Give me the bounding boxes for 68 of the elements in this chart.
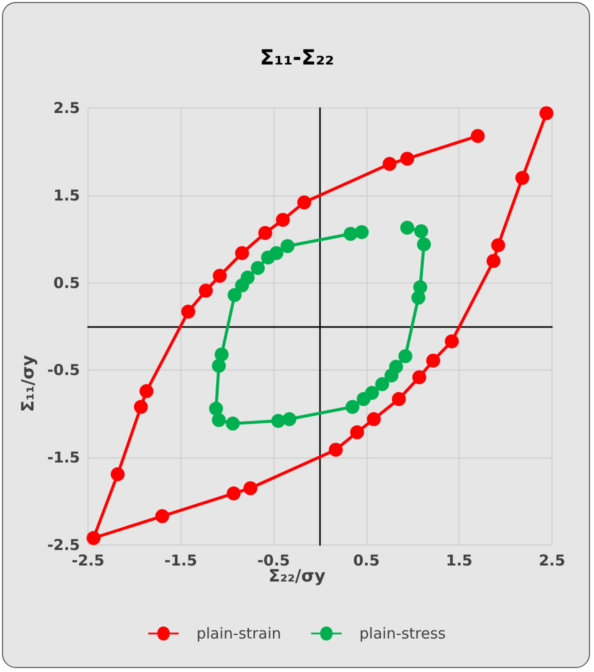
point	[181, 304, 196, 319]
point	[491, 238, 506, 252]
x-tick-label: 2.5	[538, 552, 566, 570]
point	[384, 368, 398, 382]
y-tick-label: 1.5	[53, 186, 80, 204]
point	[411, 290, 426, 305]
point	[470, 128, 485, 143]
point	[412, 370, 426, 384]
point	[280, 239, 295, 254]
point	[212, 268, 227, 283]
point	[392, 392, 406, 406]
x-tick-label: 1.5	[446, 552, 472, 570]
y-tick-label: -1.5	[47, 448, 80, 467]
point	[366, 412, 381, 426]
point	[212, 358, 226, 373]
point	[297, 195, 312, 210]
point	[155, 509, 170, 524]
point	[243, 481, 258, 496]
point	[198, 284, 213, 298]
point	[212, 413, 226, 428]
y-tick-label: -0.5	[47, 361, 80, 380]
point	[426, 354, 440, 368]
point	[139, 384, 154, 398]
point	[228, 288, 242, 302]
point	[269, 246, 284, 260]
x-tick-label: -0.5	[257, 552, 290, 570]
point	[356, 392, 371, 406]
point	[258, 226, 272, 240]
y-tick-label: -2.5	[47, 536, 80, 554]
chart-title: Σ₁₁-Σ₂₂	[260, 46, 334, 70]
point	[276, 212, 290, 227]
y-tick-label: 0.5	[53, 274, 80, 292]
point	[416, 237, 431, 252]
point	[400, 220, 414, 235]
point	[240, 270, 255, 285]
point	[354, 225, 369, 240]
point	[344, 226, 358, 241]
point	[400, 152, 414, 166]
point	[382, 156, 397, 171]
point	[350, 425, 364, 440]
point	[235, 246, 250, 260]
point	[282, 412, 296, 426]
point	[271, 414, 286, 428]
x-tick-label: -1.5	[164, 552, 198, 570]
legend-label: plain-strain	[196, 624, 282, 642]
point	[398, 349, 412, 364]
x-axis-title: Σ₂₂/σy	[268, 566, 326, 586]
point	[328, 442, 343, 457]
y-axis-title: Σ₁₁/σy	[18, 354, 38, 412]
point	[444, 334, 459, 348]
point	[86, 531, 101, 546]
point	[539, 106, 554, 120]
point	[110, 467, 125, 482]
point	[515, 170, 530, 185]
point	[226, 416, 240, 431]
point	[214, 347, 229, 362]
x-tick-label: 0.5	[353, 552, 380, 570]
point	[486, 254, 501, 268]
point	[209, 402, 224, 416]
point	[345, 400, 360, 414]
point	[250, 260, 265, 275]
y-tick-label: 2.5	[53, 99, 80, 117]
point	[226, 486, 241, 500]
point	[134, 400, 148, 414]
x-tick-label: -2.5	[72, 552, 104, 570]
point	[414, 224, 428, 238]
point	[375, 377, 390, 392]
legend-label: plain-stress	[359, 624, 446, 642]
